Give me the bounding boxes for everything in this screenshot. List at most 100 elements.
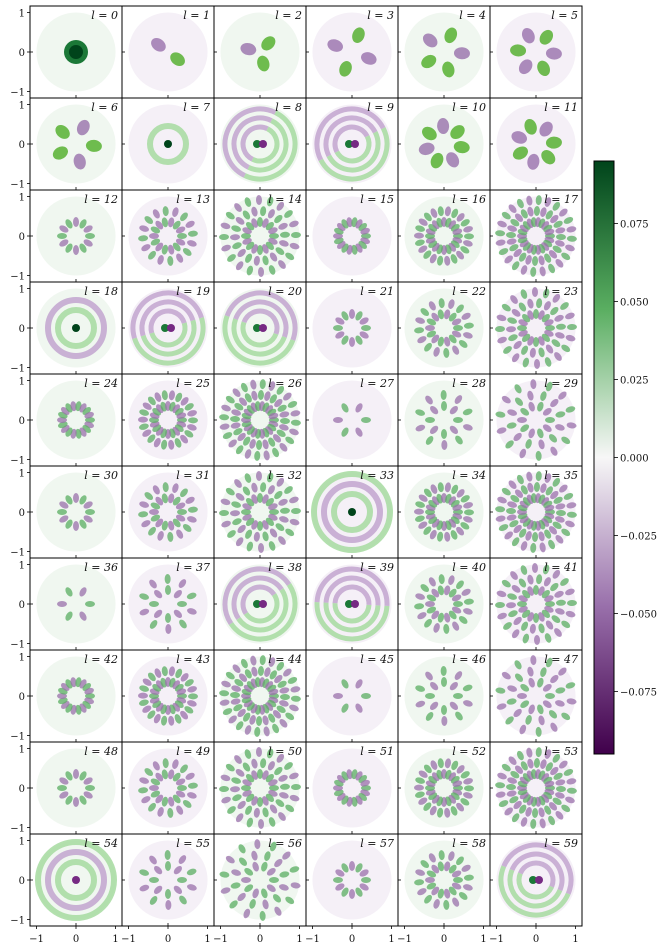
- mode-pattern: [220, 288, 300, 368]
- panel-label: l = 9: [367, 101, 394, 114]
- panel-label: l = 33: [360, 469, 394, 482]
- panel-mode-25: l = 25: [121, 373, 215, 467]
- mode-pattern: [495, 563, 577, 645]
- colorbar-bar: [593, 160, 615, 755]
- panel-mode-23: l = 23: [489, 281, 583, 375]
- panel-label: l = 18: [84, 285, 118, 298]
- x-tick-label: 0: [165, 934, 171, 945]
- mode-pattern: [36, 196, 116, 276]
- mode-pattern: [128, 288, 208, 368]
- mode-pattern: [219, 471, 301, 553]
- panel-mode-49: l = 49: [121, 741, 215, 835]
- panel-mode-35: l = 35: [489, 465, 583, 559]
- y-tick-label: 0: [19, 600, 25, 611]
- panel-mode-22: l = 22: [397, 281, 491, 375]
- mode-pattern: [404, 472, 484, 552]
- mode-pattern: [128, 564, 208, 644]
- panel-label: l = 44: [268, 653, 302, 666]
- y-tick-label: 1: [19, 8, 25, 19]
- mode-pattern: [404, 748, 484, 828]
- y-tick-label: −1: [10, 272, 25, 283]
- panel-mode-4: l = 4: [397, 5, 491, 99]
- panel-label: l = 56: [268, 837, 302, 850]
- mode-pattern: [219, 655, 301, 737]
- x-tick-label: 1: [204, 934, 210, 945]
- panel-label: l = 17: [544, 193, 578, 206]
- mode-pattern: [496, 12, 576, 92]
- y-tick-label: −1: [10, 824, 25, 835]
- y-tick-label: 1: [19, 836, 25, 847]
- y-tick-label: 0: [19, 876, 25, 887]
- panel-mode-54: l = 54: [29, 833, 123, 927]
- colorbar: 0.075 0.050 0.025 0.000 −0.025 −0.050 −0.075: [593, 160, 657, 755]
- panel-mode-51: l = 51: [305, 741, 399, 835]
- mode-pattern: [496, 840, 576, 920]
- y-tick-label: 0: [19, 140, 25, 151]
- panel-mode-55: l = 55: [121, 833, 215, 927]
- panel-mode-16: l = 16: [397, 189, 491, 283]
- mode-pattern: [495, 655, 577, 737]
- panel-label: l = 57: [360, 837, 394, 850]
- panel-mode-0: l = 0: [29, 5, 123, 99]
- mode-pattern: [312, 748, 392, 828]
- panel-mode-14: l = 14: [213, 189, 307, 283]
- panel-label: l = 19: [176, 285, 210, 298]
- panel-label: l = 11: [544, 101, 578, 114]
- mode-pattern: [312, 12, 392, 92]
- mode-pattern: [311, 471, 393, 553]
- panel-label: l = 38: [268, 561, 302, 574]
- panel-label: l = 43: [176, 653, 210, 666]
- panel-mode-18: l = 18: [29, 281, 123, 375]
- x-tick-label: 0: [349, 934, 355, 945]
- panel-mode-19: l = 19: [121, 281, 215, 375]
- panel-mode-9: l = 9: [305, 97, 399, 191]
- y-tick-label: 0: [19, 324, 25, 335]
- x-tick-label: −1: [121, 934, 136, 945]
- panel-mode-36: l = 36: [29, 557, 123, 651]
- mode-pattern: [36, 12, 116, 92]
- colorbar-tick-label: −0.025: [620, 532, 657, 543]
- panel-mode-20: l = 20: [213, 281, 307, 375]
- y-tick-label: −1: [10, 364, 25, 375]
- panel-label: l = 1: [183, 9, 210, 22]
- colorbar-tick-label: 0.050: [620, 297, 649, 308]
- panel-label: l = 54: [84, 837, 118, 850]
- mode-pattern: [404, 12, 484, 92]
- panel-mode-46: l = 46: [397, 649, 491, 743]
- panel-label: l = 50: [268, 745, 302, 758]
- y-tick-label: 1: [19, 192, 25, 203]
- panel-mode-11: l = 11: [489, 97, 583, 191]
- panel-label: l = 2: [275, 9, 302, 22]
- panel-label: l = 13: [176, 193, 210, 206]
- y-tick-label: 0: [19, 48, 25, 59]
- panel-mode-50: l = 50: [213, 741, 307, 835]
- y-tick-label: 1: [19, 284, 25, 295]
- panel-label: l = 3: [367, 9, 394, 22]
- y-tick-label: 1: [19, 652, 25, 663]
- y-tick-label: −1: [10, 640, 25, 651]
- panel-label: l = 26: [268, 377, 302, 390]
- panel-mode-7: l = 7: [121, 97, 215, 191]
- panel-label: l = 40: [452, 561, 486, 574]
- mode-pattern: [312, 104, 392, 184]
- mode-pattern: [312, 564, 392, 644]
- panel-label: l = 55: [176, 837, 210, 850]
- y-axis-ticks: 10−110−110−110−110−110−110−110−110−110−1: [10, 8, 30, 927]
- panel-label: l = 37: [176, 561, 210, 574]
- panel-mode-29: l = 29: [489, 373, 583, 467]
- mode-pattern: [312, 380, 392, 460]
- panel-mode-13: l = 13: [121, 189, 215, 283]
- panel-label: l = 22: [452, 285, 486, 298]
- panel-mode-6: l = 6: [29, 97, 123, 191]
- panel-label: l = 35: [544, 469, 578, 482]
- mode-pattern: [128, 748, 208, 828]
- panel-mode-34: l = 34: [397, 465, 491, 559]
- colorbar-tick-label: −0.050: [620, 610, 657, 621]
- panel-mode-27: l = 27: [305, 373, 399, 467]
- mode-pattern: [219, 839, 301, 921]
- mode-pattern: [128, 196, 208, 276]
- mode-pattern: [404, 104, 484, 184]
- panel-grid: l = 0 l = 1 l = 2 l = 3 l = 4 l = 5 l = 6 l = 7…: [29, 5, 583, 927]
- y-tick-label: 1: [19, 100, 25, 111]
- panel-label: l = 34: [452, 469, 486, 482]
